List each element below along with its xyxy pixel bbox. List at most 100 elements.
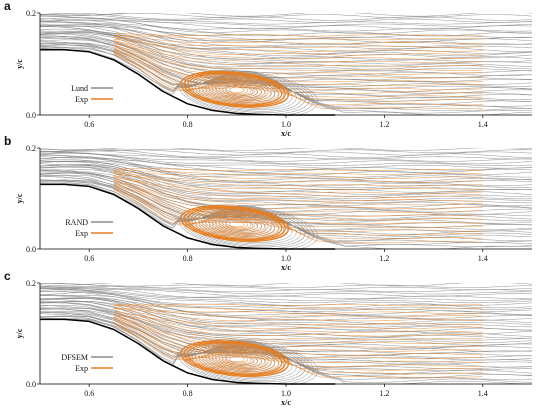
legend-label: Lund bbox=[71, 84, 88, 93]
x-tick-label: 1.0 bbox=[281, 389, 291, 398]
x-tick-label: 1.2 bbox=[379, 120, 389, 129]
x-tick-label: 0.6 bbox=[84, 254, 94, 263]
x-axis-label: x/c bbox=[281, 263, 291, 272]
y-axis-label: y/c bbox=[15, 59, 24, 69]
sim-streamline bbox=[40, 160, 532, 184]
sim-streamline bbox=[40, 148, 532, 154]
sim-streamline bbox=[40, 156, 532, 178]
exp-streamline bbox=[113, 318, 483, 360]
exp-streamline bbox=[113, 307, 483, 322]
exp-vortex-loop bbox=[197, 76, 272, 102]
exp-streamline bbox=[113, 319, 483, 367]
exp-streamline bbox=[113, 182, 483, 221]
sim-streamline bbox=[40, 30, 532, 61]
exp-vortex-loop bbox=[218, 83, 252, 96]
exp-vortex-loop bbox=[191, 74, 279, 105]
recirculation-vortex bbox=[178, 204, 319, 249]
y-tick-label: 0.0 bbox=[26, 111, 36, 120]
exp-streamline bbox=[113, 170, 483, 175]
x-tick-label: 1.0 bbox=[281, 120, 291, 129]
sim-streamline bbox=[40, 286, 532, 297]
sim-streamline bbox=[40, 13, 532, 23]
exp-vortex-loop bbox=[218, 352, 252, 365]
sim-streamline bbox=[40, 302, 532, 346]
exp-streamline bbox=[113, 312, 483, 337]
sim-streamline bbox=[40, 160, 532, 182]
sim-streamline bbox=[40, 153, 532, 169]
x-axis-label: x/c bbox=[281, 129, 291, 138]
exp-streamline bbox=[113, 178, 483, 206]
exp-streamline bbox=[113, 40, 483, 60]
exp-vortex-loop bbox=[201, 347, 269, 370]
exp-vortex-loop bbox=[187, 73, 283, 106]
exp-vortex-loop bbox=[204, 348, 265, 369]
exp-vortex-loop bbox=[225, 85, 245, 93]
exp-streamline bbox=[113, 322, 483, 371]
sim-streamline bbox=[40, 283, 532, 291]
sim-streamline bbox=[40, 283, 532, 287]
sim-streamline bbox=[40, 283, 532, 288]
exp-vortex-loop bbox=[218, 217, 252, 230]
sim-streamline bbox=[40, 154, 532, 171]
sim-streamline bbox=[40, 166, 532, 207]
sim-streamline bbox=[40, 166, 532, 202]
sim-streamline bbox=[40, 25, 532, 49]
exp-streamline bbox=[113, 42, 483, 67]
exp-streamline bbox=[113, 173, 483, 187]
sim-streamline bbox=[40, 288, 532, 304]
exp-streamline bbox=[113, 35, 483, 44]
sim-streamline bbox=[40, 302, 532, 344]
exp-streamline bbox=[113, 181, 483, 217]
exp-streamline bbox=[113, 179, 483, 209]
sim-vortex-loop bbox=[178, 70, 319, 115]
exp-vortex-loop bbox=[208, 214, 262, 233]
sim-vortex-loop bbox=[229, 86, 254, 96]
x-tick-label: 1.4 bbox=[478, 254, 488, 263]
y-tick-label: 0.2 bbox=[26, 279, 36, 288]
sim-streamline bbox=[40, 291, 532, 313]
exp-streamline bbox=[113, 40, 483, 64]
exp-vortex-loop bbox=[208, 80, 262, 99]
sim-streamline bbox=[40, 292, 532, 315]
exp-streamline bbox=[113, 52, 483, 102]
exp-streamline bbox=[113, 183, 483, 225]
legend-label: Exp bbox=[75, 364, 88, 373]
sim-streamline bbox=[40, 13, 532, 17]
exp-streamline bbox=[113, 310, 483, 329]
exp-streamline bbox=[113, 45, 483, 79]
exp-streamline bbox=[113, 171, 483, 179]
x-tick-label: 1.4 bbox=[478, 389, 488, 398]
y-tick-label: 0.0 bbox=[26, 245, 36, 254]
exp-vortex-loop bbox=[180, 70, 290, 108]
x-tick-label: 1.2 bbox=[379, 389, 389, 398]
exp-vortex-loop bbox=[183, 71, 286, 107]
exp-streamline bbox=[113, 33, 483, 37]
exp-vortex-loop bbox=[211, 81, 259, 98]
exp-streamline bbox=[113, 42, 483, 71]
exp-streamline bbox=[113, 318, 483, 363]
x-tick-label: 0.8 bbox=[183, 120, 193, 129]
legend: RAND Exp bbox=[65, 218, 113, 238]
legend-label: RAND bbox=[65, 218, 88, 227]
plot-area bbox=[40, 13, 532, 115]
exp-streamline bbox=[113, 45, 483, 83]
exp-vortex-loop bbox=[201, 212, 269, 235]
x-tick-label: 1.0 bbox=[281, 254, 291, 263]
exp-streamline bbox=[113, 313, 483, 341]
exp-streamline bbox=[113, 317, 483, 356]
sim-streamline bbox=[40, 285, 532, 292]
exp-streamline bbox=[113, 310, 483, 333]
exp-vortex-loop bbox=[183, 206, 286, 241]
exp-vortex-loop bbox=[187, 207, 283, 240]
sim-streamline bbox=[40, 172, 532, 222]
sim-streamline bbox=[40, 15, 532, 25]
exp-vortex-loop bbox=[221, 353, 248, 364]
exp-streamline bbox=[113, 176, 483, 202]
sim-streamline bbox=[40, 19, 532, 37]
exp-streamlines bbox=[113, 33, 483, 110]
exp-streamline bbox=[113, 304, 483, 314]
legend-label: Exp bbox=[75, 95, 88, 104]
sim-vortex-loop bbox=[229, 355, 254, 365]
exp-vortex-loop bbox=[208, 349, 262, 368]
exp-vortex-loop bbox=[180, 340, 290, 378]
